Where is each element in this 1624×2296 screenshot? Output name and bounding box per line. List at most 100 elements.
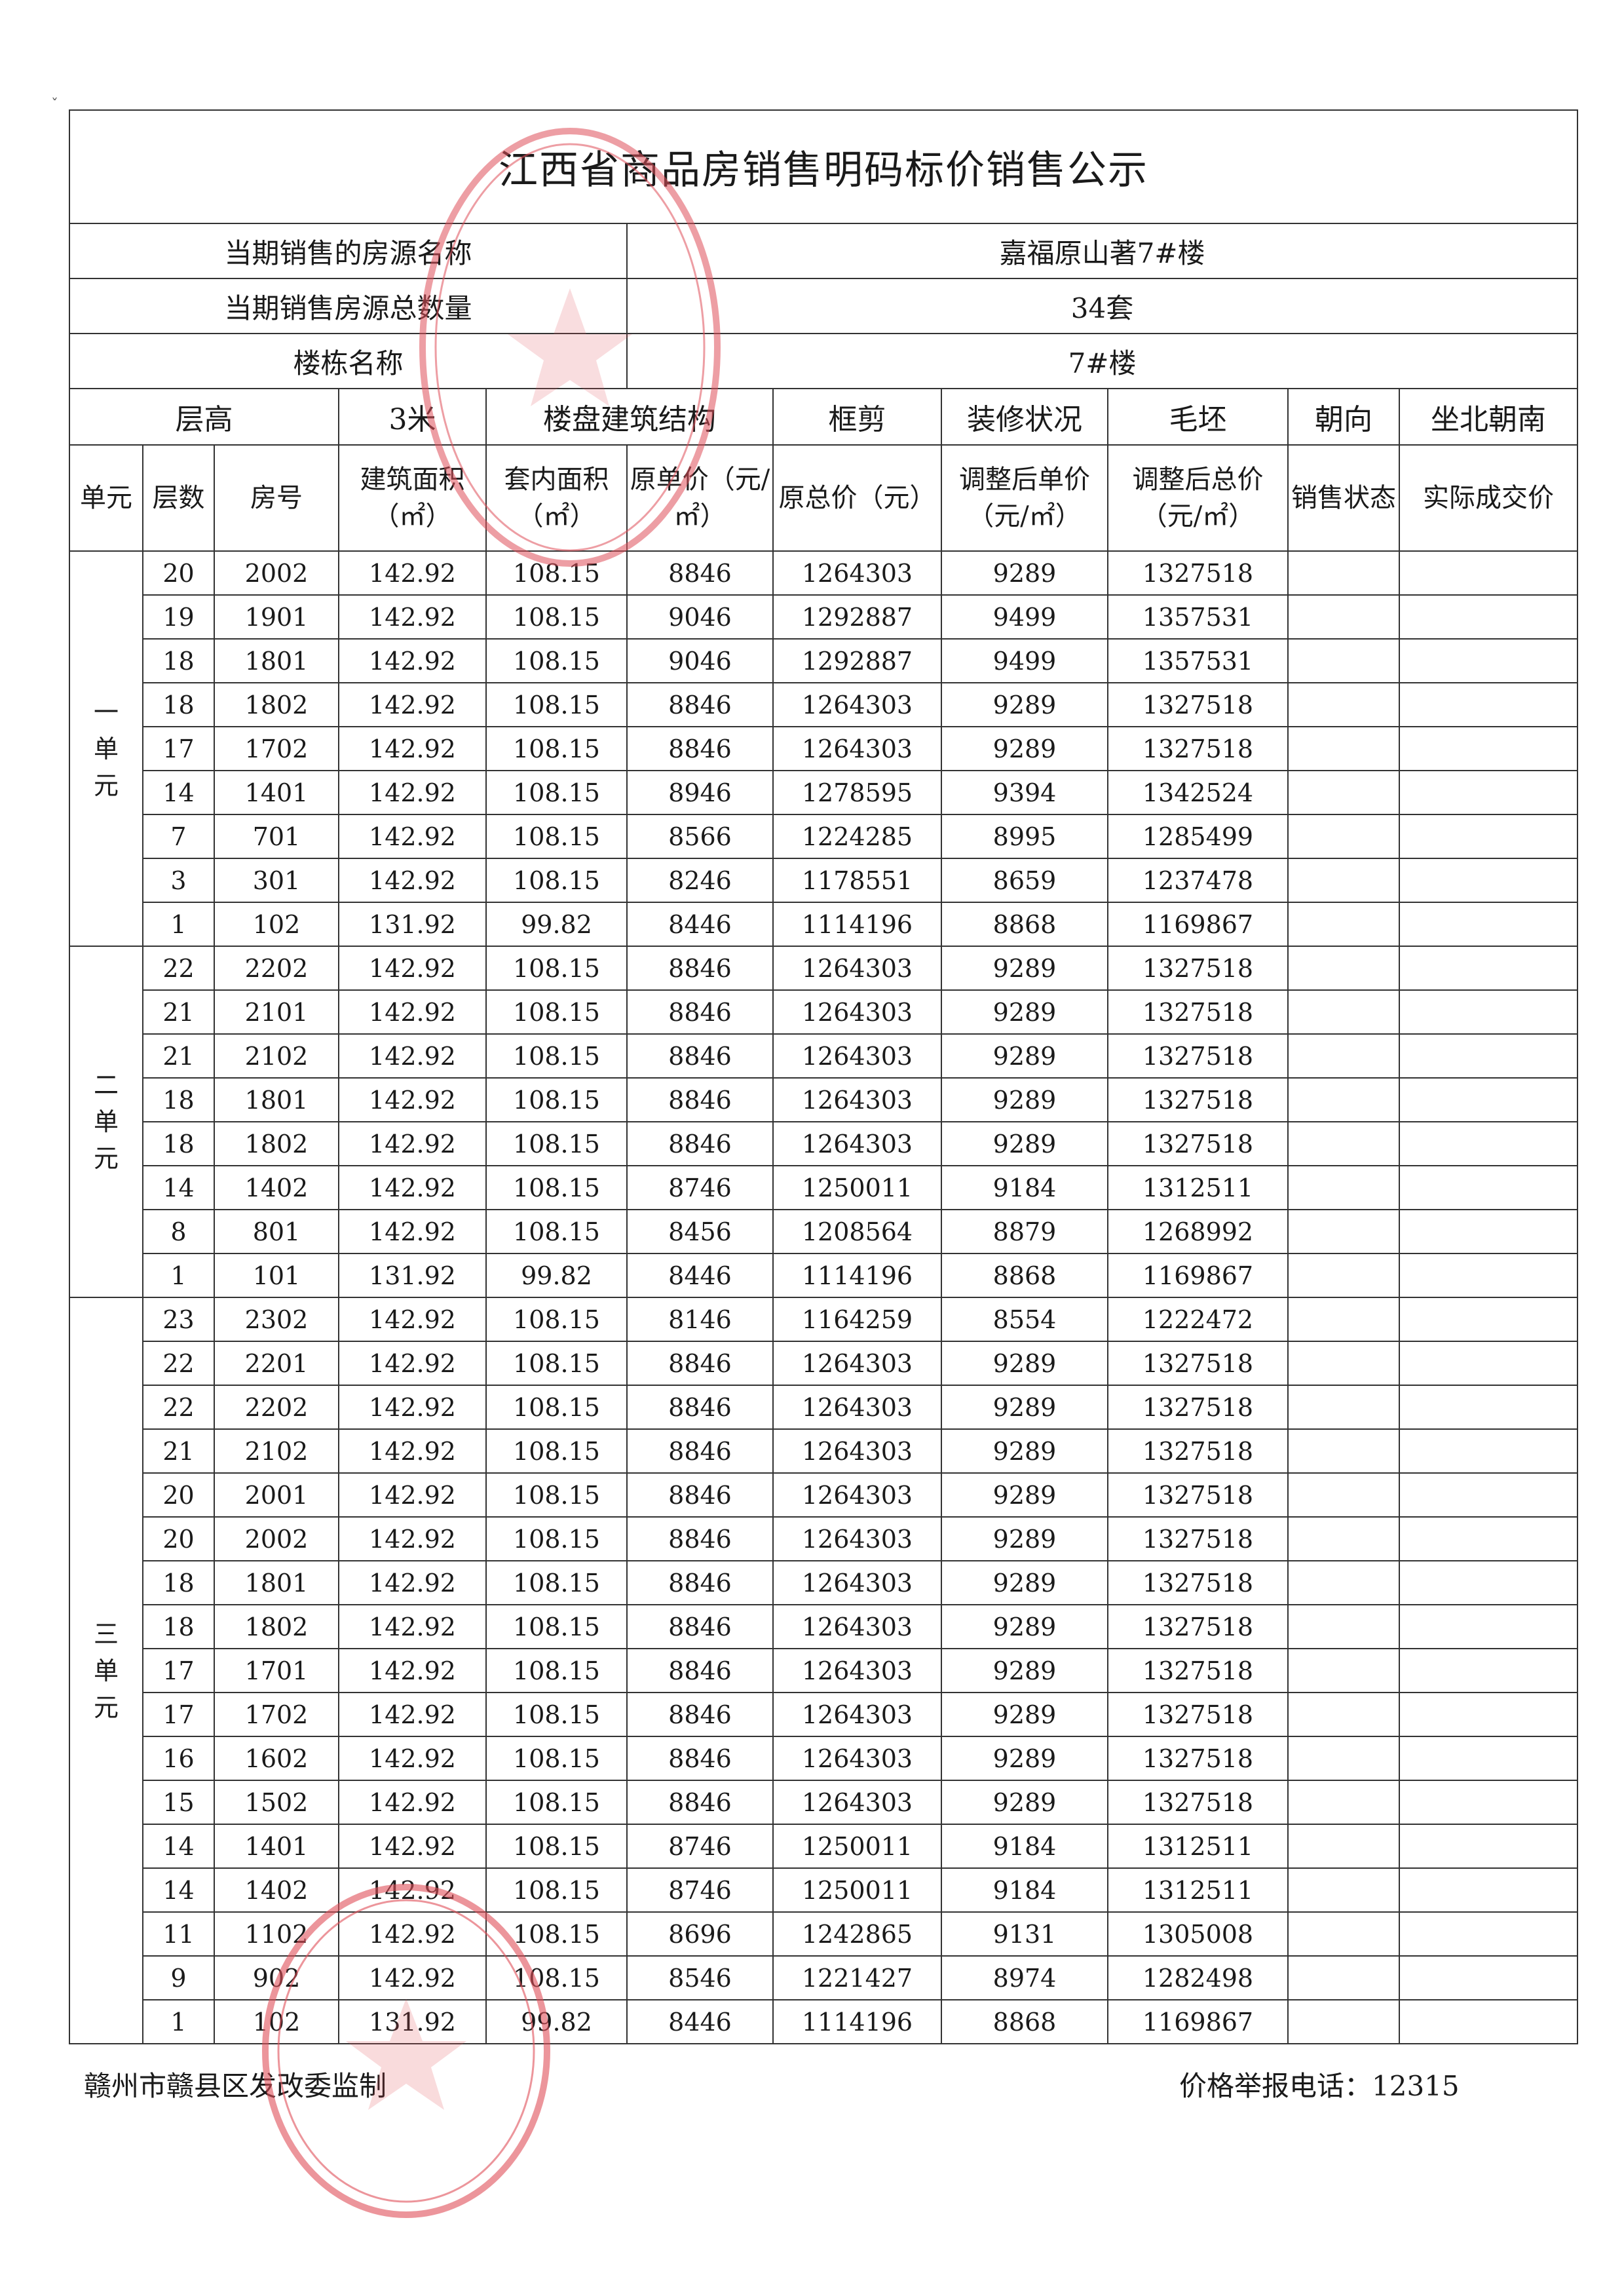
table-cell: 1305008 (1107, 1911, 1289, 1957)
table-cell: 8946 (626, 770, 774, 815)
table-row: 9 902 142.92 108.15 8546 1221427 8974 1282498 (69, 1955, 1579, 2000)
column-header: 建筑面积（㎡） (338, 444, 487, 552)
table-cell: 8846 (626, 1604, 774, 1649)
table-cell (1398, 726, 1579, 771)
table-row: 19 1901 142.92 108.15 9046 1292887 9499 1357531 (69, 594, 1579, 640)
table-row: 18 1801 142.92 108.15 8846 1264303 9289 1327518 (69, 1560, 1579, 1605)
info-label: 楼栋名称 (69, 333, 628, 389)
table-cell: 1264303 (772, 1560, 942, 1605)
table-cell: 701 (214, 814, 339, 859)
table-cell: 8659 (941, 858, 1108, 903)
table-cell: 1264303 (772, 550, 942, 596)
table-cell: 19 (142, 594, 215, 640)
table-row: 17 1701 142.92 108.15 8846 1264303 9289 1327518 (69, 1648, 1579, 1693)
table-cell: 142.92 (338, 1516, 487, 1561)
table-cell: 108.15 (485, 1604, 628, 1649)
table-cell: 18 (142, 638, 215, 683)
table-cell (1398, 1472, 1579, 1518)
table-cell: 1164259 (772, 1297, 942, 1342)
table-row: 21 2102 142.92 108.15 8846 1264303 9289 1327518 (69, 1033, 1579, 1079)
table-cell: 8846 (626, 1341, 774, 1386)
table-cell: 8846 (626, 989, 774, 1035)
table-cell: 8554 (941, 1297, 1108, 1342)
table-cell: 108.15 (485, 1955, 628, 2000)
table-cell: 9394 (941, 770, 1108, 815)
unit-label: 三单元 (69, 1297, 143, 2044)
table-cell: 18 (142, 1560, 215, 1605)
info-row: 当期销售房源总数量 34套 (69, 278, 1579, 334)
table-cell (1398, 1560, 1579, 1605)
table-cell: 8446 (626, 902, 774, 947)
table-cell: 1292887 (772, 594, 942, 640)
table-cell: 142.92 (338, 682, 487, 727)
table-cell: 17 (142, 1692, 215, 1737)
table-cell: 1264303 (772, 1385, 942, 1430)
table-cell: 8846 (626, 1516, 774, 1561)
table-cell: 9289 (941, 1033, 1108, 1079)
table-cell: 99.82 (485, 902, 628, 947)
table-cell: 1312511 (1107, 1867, 1289, 1913)
table-cell: 142.92 (338, 1297, 487, 1342)
table-cell: 131.92 (338, 1999, 487, 2044)
table-cell: 1802 (214, 1121, 339, 1166)
table-cell: 8566 (626, 814, 774, 859)
table-cell: 2302 (214, 1297, 339, 1342)
table-cell: 142.92 (338, 638, 487, 683)
table-cell (1398, 1385, 1579, 1430)
table-cell (1287, 858, 1400, 903)
table-cell: 1327518 (1107, 1341, 1289, 1386)
footer-hotline: 价格举报电话：12315 (1179, 2070, 1460, 2102)
table-cell (1287, 1428, 1400, 1474)
table-cell (1287, 1955, 1400, 2000)
table-cell (1287, 1824, 1400, 1869)
table-cell: 1901 (214, 594, 339, 640)
table-cell (1398, 1648, 1579, 1693)
table-cell: 8846 (626, 1428, 774, 1474)
table-cell: 2001 (214, 1472, 339, 1518)
table-cell: 8846 (626, 726, 774, 771)
table-cell (1398, 1165, 1579, 1210)
table-cell (1398, 1736, 1579, 1781)
table-cell: 2201 (214, 1341, 339, 1386)
unit-label: 二单元 (69, 946, 143, 1298)
table-cell: 1264303 (772, 1736, 942, 1781)
table-cell: 9289 (941, 1648, 1108, 1693)
table-cell (1287, 814, 1400, 859)
table-row: 20 2002 142.92 108.15 8846 1264303 9289 1327518 (69, 1516, 1579, 1561)
table-cell: 108.15 (485, 1121, 628, 1166)
table-cell: 8746 (626, 1165, 774, 1210)
table-cell: 8246 (626, 858, 774, 903)
table-cell: 1208564 (772, 1209, 942, 1254)
table-cell: 1801 (214, 1077, 339, 1122)
table-cell (1398, 1253, 1579, 1298)
column-header: 销售状态 (1287, 444, 1400, 552)
table-cell: 108.15 (485, 550, 628, 596)
page-title: 江西省商品房销售明码标价销售公示 (68, 109, 1579, 224)
table-cell: 14 (142, 770, 215, 815)
table-row: 22 2201 142.92 108.15 8846 1264303 9289 1327518 (69, 1341, 1579, 1386)
table-cell: 1312511 (1107, 1165, 1289, 1210)
table-row: 22 2202 142.92 108.15 8846 1264303 9289 1327518 (69, 1385, 1579, 1430)
table-cell: 108.15 (485, 726, 628, 771)
table-cell: 142.92 (338, 1428, 487, 1474)
table-cell: 108.15 (485, 989, 628, 1035)
table-cell: 142.92 (338, 1165, 487, 1210)
table-cell: 1250011 (772, 1165, 942, 1210)
table-cell: 1402 (214, 1867, 339, 1913)
table-cell: 102 (214, 1999, 339, 2044)
column-header: 实际成交价 (1398, 444, 1579, 552)
table-cell: 9184 (941, 1824, 1108, 1869)
table-cell: 2101 (214, 989, 339, 1035)
table-cell (1287, 770, 1400, 815)
table-cell (1287, 1472, 1400, 1518)
table-cell (1287, 1867, 1400, 1913)
table-cell: 1327518 (1107, 1780, 1289, 1825)
column-header: 套内面积（㎡） (485, 444, 628, 552)
table-cell: 142.92 (338, 594, 487, 640)
table-cell: 9046 (626, 594, 774, 640)
orientation-value: 坐北朝南 (1398, 388, 1579, 446)
table-cell: 108.15 (485, 1648, 628, 1693)
table-row: 3 301 142.92 108.15 8246 1178551 8659 1237478 (69, 858, 1579, 903)
table-cell: 9131 (941, 1911, 1108, 1957)
table-cell (1398, 1297, 1579, 1342)
